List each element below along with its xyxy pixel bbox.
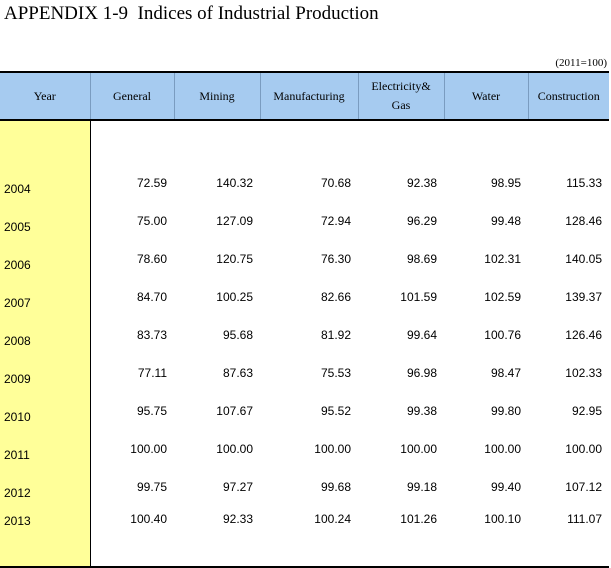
water-cell: 99.80 — [490, 404, 521, 418]
year-cell: 2005 — [0, 202, 91, 240]
industrial-production-table: Year General Mining Manufacturing Electr… — [0, 71, 609, 568]
general-cell: 84.70 — [136, 290, 167, 304]
year-cell: 2004 — [0, 164, 91, 202]
general-cell: 72.59 — [136, 176, 167, 190]
construction-cell: 128.46 — [565, 214, 602, 228]
manufacturing-cell: 76.30 — [320, 252, 351, 266]
mining-cell: 140.32 — [216, 176, 253, 190]
electricity-cell: 99.18 — [406, 480, 437, 494]
mining-cell: 95.68 — [222, 328, 253, 342]
table-row: 2004 72.59 140.32 70.68 92.38 98.95 115.33 — [0, 164, 609, 202]
general-cell: 78.60 — [136, 252, 167, 266]
header-manufacturing: Manufacturing — [259, 71, 358, 121]
mining-cell: 92.33 — [174, 506, 260, 568]
table-row: 2012 99.75 97.27 99.68 99.18 99.40 107.12 — [0, 468, 609, 506]
electricity-cell: 99.38 — [406, 404, 437, 418]
year-cell: 2012 — [0, 468, 91, 506]
mining-cell: 100.00 — [216, 442, 253, 456]
construction-cell: 140.05 — [565, 252, 602, 266]
manufacturing-cell: 99.68 — [320, 480, 351, 494]
construction-cell: 107.12 — [565, 480, 602, 494]
spacer-row — [0, 120, 609, 164]
mining-cell: 97.27 — [222, 480, 253, 494]
general-cell: 100.40 — [90, 506, 174, 568]
page-title: APPENDIX 1-9 Indices of Industrial Produ… — [4, 3, 379, 24]
header-year: Year — [0, 71, 90, 121]
year-cell: 2009 — [0, 354, 91, 392]
electricity-cell: 96.29 — [406, 214, 437, 228]
construction-cell: 111.07 — [528, 506, 609, 568]
water-cell: 102.31 — [484, 252, 521, 266]
manufacturing-cell: 70.68 — [320, 176, 351, 190]
table-row: 2013 100.40 92.33 100.24 101.26 100.10 111.07 — [0, 506, 609, 568]
table-row: 2011 100.00 100.00 100.00 100.00 100.00 100.00 — [0, 430, 609, 468]
header-row: Year General Mining Manufacturing Electr… — [0, 71, 609, 121]
base-year-note: (2011=100) — [555, 57, 607, 69]
mining-cell: 120.75 — [216, 252, 253, 266]
water-cell: 98.47 — [490, 366, 521, 380]
water-cell: 99.40 — [490, 480, 521, 494]
general-cell: 95.75 — [136, 404, 167, 418]
year-cell-empty — [0, 120, 91, 164]
manufacturing-cell: 100.24 — [260, 506, 358, 568]
header-general: General — [89, 71, 174, 121]
header-electricity-line2: Gas — [391, 98, 411, 112]
electricity-cell: 100.00 — [400, 442, 437, 456]
table-row: 2009 77.11 87.63 75.53 96.98 98.47 102.33 — [0, 354, 609, 392]
header-electricity-line1: Electricity& — [371, 79, 431, 93]
table-row: 2005 75.00 127.09 72.94 96.29 99.48 128.46 — [0, 202, 609, 240]
manufacturing-cell: 75.53 — [320, 366, 351, 380]
year-cell: 2010 — [0, 392, 91, 430]
construction-cell: 126.46 — [565, 328, 602, 342]
electricity-cell: 92.38 — [406, 176, 437, 190]
general-cell: 75.00 — [136, 214, 167, 228]
mining-cell: 100.25 — [216, 290, 253, 304]
table-row: 2008 83.73 95.68 81.92 99.64 100.76 126.46 — [0, 316, 609, 354]
water-cell: 98.95 — [490, 176, 521, 190]
year-cell: 2008 — [0, 316, 91, 354]
electricity-cell: 99.64 — [406, 328, 437, 342]
water-cell: 100.10 — [444, 506, 528, 568]
electricity-cell: 96.98 — [406, 366, 437, 380]
electricity-cell: 101.59 — [400, 290, 437, 304]
year-cell: 2006 — [0, 240, 91, 278]
year-cell: 2011 — [0, 430, 91, 468]
manufacturing-cell: 81.92 — [320, 328, 351, 342]
header-mining: Mining — [173, 71, 260, 121]
header-electricity-gas: Electricity& Gas — [357, 71, 444, 121]
construction-cell: 102.33 — [565, 366, 602, 380]
construction-cell: 100.00 — [565, 442, 602, 456]
electricity-cell: 98.69 — [406, 252, 437, 266]
general-cell: 100.00 — [130, 442, 167, 456]
manufacturing-cell: 100.00 — [314, 442, 351, 456]
table-row: 2007 84.70 100.25 82.66 101.59 102.59 139.37 — [0, 278, 609, 316]
header-water: Water — [443, 71, 528, 121]
construction-cell: 92.95 — [571, 404, 602, 418]
year-cell: 2013 — [0, 506, 91, 568]
water-cell: 102.59 — [484, 290, 521, 304]
mining-cell: 87.63 — [222, 366, 253, 380]
header-construction: Construction — [527, 71, 609, 121]
water-cell: 100.00 — [484, 442, 521, 456]
manufacturing-cell: 72.94 — [320, 214, 351, 228]
general-cell: 77.11 — [137, 366, 167, 380]
manufacturing-cell: 82.66 — [320, 290, 351, 304]
construction-cell: 139.37 — [565, 290, 602, 304]
table-row: 2006 78.60 120.75 76.30 98.69 102.31 140.05 — [0, 240, 609, 278]
general-cell: 99.75 — [136, 480, 167, 494]
water-cell: 100.76 — [484, 328, 521, 342]
table-row: 2010 95.75 107.67 95.52 99.38 99.80 92.95 — [0, 392, 609, 430]
mining-cell: 107.67 — [216, 404, 253, 418]
year-cell: 2007 — [0, 278, 91, 316]
manufacturing-cell: 95.52 — [320, 404, 351, 418]
electricity-cell: 101.26 — [358, 506, 444, 568]
water-cell: 99.48 — [490, 214, 521, 228]
construction-cell: 115.33 — [566, 176, 602, 190]
general-cell: 83.73 — [136, 328, 167, 342]
mining-cell: 127.09 — [216, 214, 253, 228]
